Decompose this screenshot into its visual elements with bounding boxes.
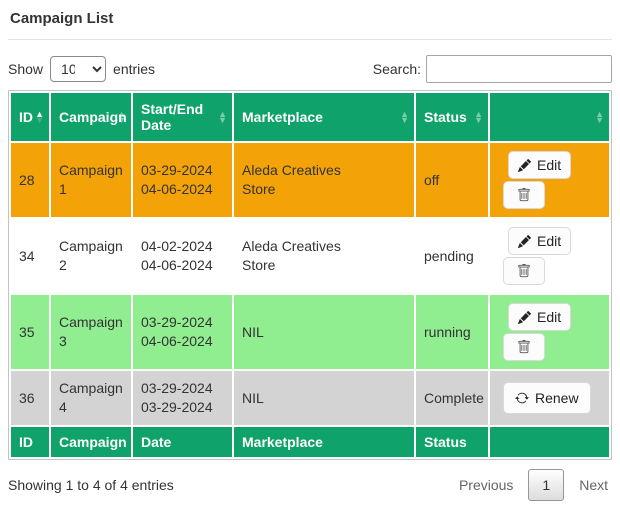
table-header-row: ID ▲ ▼ Campaign ▲ ▼ Start/End Date ▲ ▼ Mark… xyxy=(11,93,609,141)
sort-ascending-icon: ▲ ▼ xyxy=(35,109,44,125)
header-cell-id[interactable]: ID ▲ ▼ xyxy=(11,93,49,141)
table-row: 36 Campaign 4 03-29-2024 03-29-2024 NIL … xyxy=(11,371,609,425)
table-footer-row: ID Campaign Date Marketplace Status xyxy=(11,427,609,457)
cell-actions: Edit xyxy=(490,143,609,217)
sort-icon: ▲ ▼ xyxy=(595,109,604,125)
campaign-table: ID ▲ ▼ Campaign ▲ ▼ Start/End Date ▲ ▼ Mark… xyxy=(8,90,612,460)
cell-id: 28 xyxy=(19,171,35,188)
delete-button[interactable] xyxy=(503,333,545,361)
pencil-icon xyxy=(518,234,531,248)
header-cell-date[interactable]: Start/End Date ▲ ▼ xyxy=(133,93,232,141)
trash-icon xyxy=(518,340,530,354)
cell-date: 03-29-2024 03-29-2024 xyxy=(133,371,232,425)
footer-cell-date: Date xyxy=(133,427,232,457)
footer-cell-id: ID xyxy=(11,427,49,457)
renew-button[interactable]: Renew xyxy=(503,382,591,414)
table-info-bar: Showing 1 to 4 of 4 entries Previous 1 N… xyxy=(8,469,612,501)
header-cell-status[interactable]: Status ▲ ▼ xyxy=(416,93,488,141)
end-date: 03-29-2024 xyxy=(141,399,213,415)
cell-status: running xyxy=(424,323,471,340)
edit-button[interactable]: Edit xyxy=(508,227,572,255)
cell-actions: Renew xyxy=(490,371,609,425)
header-cell-marketplace[interactable]: Marketplace ▲ ▼ xyxy=(234,93,414,141)
pencil-icon xyxy=(518,158,531,172)
table-row: 28 Campaign 1 03-29-2024 04-06-2024 Aled… xyxy=(11,143,609,217)
pagination: Previous 1 Next xyxy=(459,469,612,501)
end-date: 04-06-2024 xyxy=(141,333,213,349)
cell-status: pending xyxy=(424,247,474,264)
footer-cell-campaign: Campaign xyxy=(51,427,131,457)
footer-cell-marketplace: Marketplace xyxy=(234,427,414,457)
trash-icon xyxy=(518,188,530,202)
cell-campaign: Campaign 2 xyxy=(59,238,123,273)
page-size-select[interactable]: 10 xyxy=(50,56,107,82)
cell-marketplace: Aleda Creatives Store xyxy=(242,238,341,273)
sort-icon: ▲ ▼ xyxy=(400,109,409,125)
cell-id: 35 xyxy=(19,323,35,340)
cell-campaign: Campaign 1 xyxy=(59,162,123,197)
footer-cell-actions xyxy=(490,427,609,457)
cell-marketplace: NIL xyxy=(242,389,264,406)
entries-label: entries xyxy=(113,61,156,77)
cell-date: 04-02-2024 04-06-2024 xyxy=(133,219,232,293)
page-number-button[interactable]: 1 xyxy=(528,469,565,501)
end-date: 04-06-2024 xyxy=(141,257,213,273)
title-divider xyxy=(8,39,612,40)
sort-icon: ▲ ▼ xyxy=(117,109,126,125)
delete-button[interactable] xyxy=(503,257,545,285)
start-date: 03-29-2024 xyxy=(141,380,213,396)
cell-marketplace: NIL xyxy=(242,323,264,340)
cell-campaign: Campaign 3 xyxy=(59,314,123,349)
end-date: 04-06-2024 xyxy=(141,181,213,197)
sort-icon: ▲ ▼ xyxy=(218,109,227,125)
sort-icon: ▲ ▼ xyxy=(474,109,483,125)
cell-marketplace: Aleda Creatives Store xyxy=(242,162,341,197)
table-controls: Show 10 entries Search: xyxy=(8,55,612,83)
page-title: Campaign List xyxy=(10,10,114,27)
cell-campaign: Campaign 4 xyxy=(59,380,123,415)
start-date: 03-29-2024 xyxy=(141,162,213,178)
footer-cell-status: Status xyxy=(416,427,488,457)
cell-status: Complete xyxy=(424,389,484,406)
trash-icon xyxy=(518,264,530,278)
edit-button[interactable]: Edit xyxy=(508,151,572,179)
next-page-button[interactable]: Next xyxy=(579,477,608,493)
header-cell-campaign[interactable]: Campaign ▲ ▼ xyxy=(51,93,131,141)
table-row: 35 Campaign 3 03-29-2024 04-06-2024 NIL … xyxy=(11,295,609,369)
cell-status: off xyxy=(424,171,440,188)
cell-actions: Edit xyxy=(490,295,609,369)
edit-button[interactable]: Edit xyxy=(508,303,572,331)
table-row: 34 Campaign 2 04-02-2024 04-06-2024 Aled… xyxy=(11,219,609,293)
refresh-icon xyxy=(515,392,529,404)
previous-page-button[interactable]: Previous xyxy=(458,477,514,493)
page-length-control: Show 10 entries xyxy=(8,56,155,82)
show-label: Show xyxy=(8,61,44,77)
entries-info: Showing 1 to 4 of 4 entries xyxy=(8,477,174,493)
cell-date: 03-29-2024 04-06-2024 xyxy=(133,143,232,217)
pencil-icon xyxy=(518,310,531,324)
header-cell-actions[interactable]: ▲ ▼ xyxy=(490,93,609,141)
cell-id: 34 xyxy=(19,247,35,264)
cell-date: 03-29-2024 04-06-2024 xyxy=(133,295,232,369)
delete-button[interactable] xyxy=(503,181,545,209)
search-label: Search: xyxy=(372,61,421,77)
cell-id: 36 xyxy=(19,389,35,406)
start-date: 03-29-2024 xyxy=(141,314,213,330)
cell-actions: Edit xyxy=(490,219,609,293)
start-date: 04-02-2024 xyxy=(141,238,213,254)
search-control: Search: xyxy=(373,55,612,83)
search-input[interactable] xyxy=(426,55,612,83)
